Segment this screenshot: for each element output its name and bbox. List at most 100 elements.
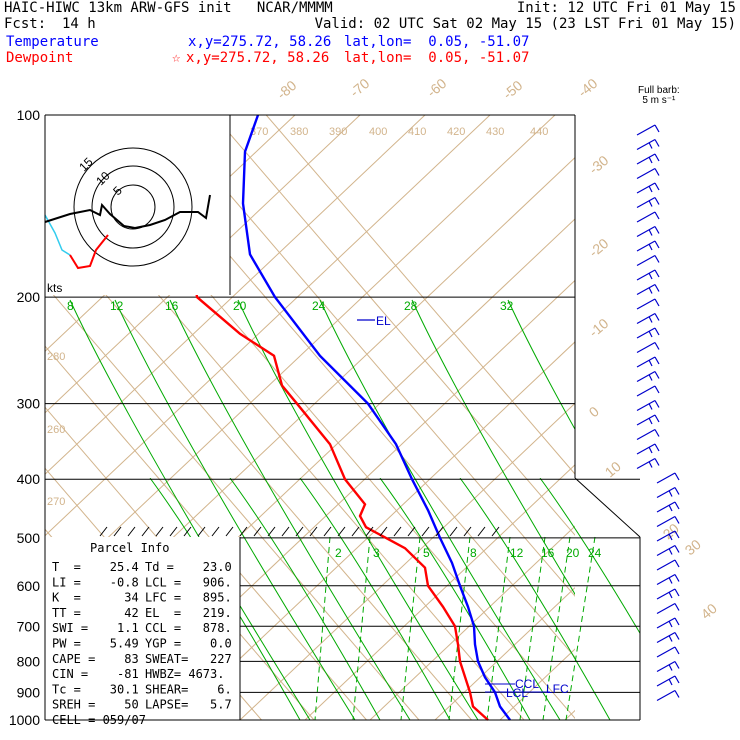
parcel-info-box: Parcel Info T = 25.4 Td = 23.0 LI = -0.8 LC… [45, 537, 241, 727]
parcel-row-right: EL = 219. [145, 606, 232, 620]
parcel-row-left: SREH = 50 [52, 698, 139, 712]
theta-label: 430 [486, 126, 504, 138]
pressure-tick-label: 600 [17, 578, 41, 594]
parcel-row-right: SWEAT= 227 [145, 652, 232, 666]
mixing-ratio-line [114, 299, 356, 720]
moist-adiabat [459, 478, 611, 720]
hodo-unit: kts [47, 281, 62, 295]
pressure-tick-label: 400 [17, 471, 41, 487]
barb-legend: Full barb: 5 m s⁻¹ [638, 86, 680, 106]
isotherm-label: 40 [698, 600, 720, 622]
temperature-profile [241, 114, 511, 721]
parcel-row-left: TT = 42 [52, 606, 139, 620]
mixing-ratio-dashed [352, 536, 371, 720]
isotherm-label: -60 [424, 75, 450, 100]
moist-adiabat [379, 478, 531, 720]
dew-xy: x,y=275.72, 58.26 [186, 50, 330, 66]
dry-adiabat [45, 115, 426, 475]
dew-latlon: lat,lon= 0.05, -51.07 [344, 50, 530, 66]
pressure-tick-label: 900 [17, 684, 41, 700]
valid-time: Valid: 02 UTC Sat 02 May 15 (23 LST Fri … [314, 16, 736, 32]
theta-label: 380 [290, 126, 308, 138]
lcl-label: LCL [506, 686, 528, 700]
wind-barb [636, 182, 660, 194]
wind-barb [656, 559, 680, 571]
isotherm-label: -30 [586, 152, 612, 177]
wind-barb [636, 211, 660, 223]
mixing-ratio-label: 24 [588, 546, 602, 560]
parcel-row-right: HWBZ= 4673. [145, 667, 224, 681]
parcel-row-right: Td = 23.0 [145, 560, 232, 574]
mixing-ratio-label: 16 [541, 546, 555, 560]
mixing-ratio-labels: 8 12 16 20 24 28 32 2 3 5 8 12 16 20 24 [67, 299, 602, 560]
ccl-label: CCL [515, 677, 539, 691]
mixing-ratio-dashed [448, 536, 471, 720]
mixing-ratio-label: 5 [423, 546, 430, 560]
isotherm [160, 115, 575, 597]
wind-barb [656, 617, 680, 629]
isotherm [45, 284, 420, 720]
wind-barb [636, 312, 660, 325]
parcel-row-right: SHEAR= 6. [145, 682, 232, 696]
pressure-tick-label: 700 [17, 618, 41, 634]
parcel-row-left: SWI = 1.1 [52, 621, 139, 635]
temp-latlon: lat,lon= 0.05, -51.07 [344, 34, 530, 50]
freezing-level-hatch [99, 526, 500, 537]
pressure-tick-label: 300 [17, 396, 41, 412]
wind-barb [636, 269, 660, 281]
mixing-ratio-label: 12 [510, 546, 524, 560]
dry-adiabat [174, 341, 575, 720]
mixing-ratio-dashed [519, 536, 546, 720]
wind-barb [656, 573, 680, 586]
wind-barb [636, 341, 660, 354]
parcel-row-left: K = 34 [52, 591, 139, 605]
pressure-tick-label: 200 [17, 289, 41, 305]
wind-barb [656, 646, 680, 658]
dry-adiabat [695, 115, 740, 720]
hodograph: 5 10 15 kts [44, 115, 231, 295]
isotherm-label: 0 [586, 403, 602, 420]
theta-label: 410 [408, 126, 426, 138]
mixing-ratio-label: 12 [110, 299, 124, 313]
dry-adiabat [45, 115, 491, 537]
dry-adiabat [304, 464, 575, 720]
mixing-ratio-lines-upper [69, 299, 575, 720]
init-time: Init: 12 UTC Fri 01 May 15 [516, 0, 736, 16]
wind-barb [636, 225, 660, 238]
dry-adiabat [369, 525, 575, 720]
lcl-markers: CCL LCL LFC [485, 677, 569, 700]
fcst-value: 14 h [62, 16, 96, 32]
wind-barb [656, 530, 680, 542]
el-marker: EL [357, 314, 391, 328]
mixing-ratio-label: 20 [233, 299, 247, 313]
dew-marker-icon: ☆ [172, 50, 181, 66]
pressure-tick-label: 1000 [9, 712, 40, 728]
wind-barb [636, 254, 660, 267]
mixing-ratio-label: 28 [404, 299, 418, 313]
wind-barb [636, 196, 660, 209]
dry-adiabat [564, 709, 575, 720]
temp-xy: x,y=275.72, 58.26 [188, 34, 332, 50]
mixing-ratio-label: 3 [373, 546, 380, 560]
isotherm [45, 345, 367, 720]
wind-barb [656, 544, 680, 557]
wind-barbs [636, 124, 680, 702]
barb-legend-value: 5 m s⁻¹ [642, 95, 676, 106]
mixing-ratio-dashed [565, 536, 596, 720]
wind-barb [656, 472, 680, 484]
isotherm-label: -50 [500, 77, 526, 102]
theta-labels: 370 380 390 400 410 420 430 440 280 270 260 [47, 126, 548, 508]
mixing-ratio-line [319, 299, 561, 720]
wind-barb [636, 385, 660, 397]
parcel-row-left: PW = 5.49 [52, 637, 139, 651]
isotherm-label: 30 [682, 536, 704, 558]
pressure-tick-label: 800 [17, 653, 41, 669]
isotherm-label: -40 [575, 75, 601, 100]
wind-barb [636, 153, 660, 165]
mixing-ratio-line [411, 299, 575, 596]
wind-barb [636, 327, 660, 339]
isotherm [213, 115, 575, 536]
moist-adiabat [229, 478, 381, 720]
wind-barb [656, 588, 680, 600]
moist-adiabat [539, 478, 640, 720]
